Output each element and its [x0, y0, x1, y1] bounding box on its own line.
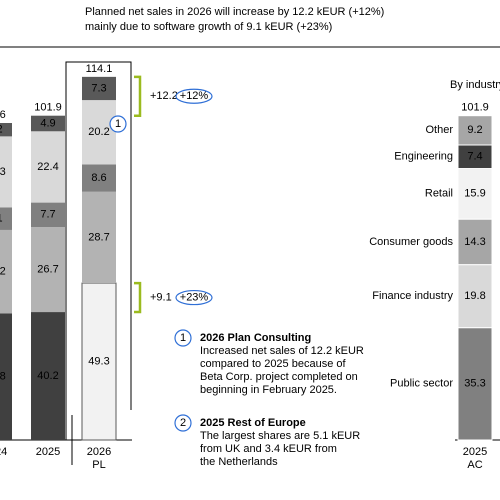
note-line: The largest shares are 5.1 kEUR — [200, 430, 360, 442]
bar-segment — [457, 264, 493, 329]
segment-name: Consumer goods — [369, 236, 453, 248]
bar-segment — [457, 327, 493, 441]
bar-segment — [81, 282, 117, 441]
value-label: 14.3 — [464, 236, 485, 248]
note-circle — [174, 414, 192, 432]
note-number: 2 — [180, 417, 186, 429]
bar-segment — [0, 229, 12, 314]
value-label: 7.4 — [467, 151, 482, 163]
value-label: 26.7 — [37, 263, 58, 275]
value-label: 39.8 — [0, 371, 6, 383]
note-line: from UK and 3.4 kEUR from — [200, 443, 337, 455]
value-label: 15.9 — [464, 188, 485, 200]
delta-label: +9.1 — [150, 291, 172, 303]
value-label: 49.3 — [88, 355, 109, 367]
value-label: 8.6 — [91, 172, 106, 184]
segment-name: Other — [425, 124, 453, 136]
note-number: 1 — [180, 332, 186, 344]
value-label: 22.4 — [37, 161, 58, 173]
bar-segment — [31, 312, 65, 440]
value-label: 4.9 — [40, 117, 55, 129]
x-tick-label: 2024 — [0, 446, 7, 458]
value-label: 4.2 — [0, 124, 3, 136]
value-label: 22.3 — [0, 166, 6, 178]
x-tick-label: 2026 — [87, 446, 111, 458]
marker-circle — [109, 115, 127, 133]
bar-segment — [31, 115, 65, 132]
note-line: the Netherlands — [200, 456, 278, 468]
segment-name: Retail — [425, 188, 453, 200]
x-tick-label: 2025 — [36, 446, 60, 458]
total-label: 101.9 — [34, 102, 62, 114]
value-label: 26.2 — [0, 266, 6, 278]
delta-bracket — [134, 75, 142, 117]
bar-segment — [0, 123, 12, 137]
delta-percent-badge — [175, 289, 213, 306]
plan-frame — [65, 61, 132, 440]
delta-percent: +23% — [180, 291, 209, 303]
segment-name: Public sector — [390, 378, 453, 390]
x-tick-sublabel: PL — [92, 459, 105, 471]
chart-title: By industry — [450, 79, 500, 91]
note-line: Beta Corp. project completed on — [200, 371, 358, 383]
note-title: 2026 Plan Consulting — [200, 332, 311, 344]
bar-segment — [82, 191, 116, 284]
bar-segment — [31, 202, 65, 228]
bar-segment — [82, 164, 116, 192]
bar-segment — [0, 313, 12, 440]
note-line: compared to 2025 because of — [200, 358, 346, 370]
bar-segment — [82, 76, 116, 101]
delta-percent-badge — [175, 88, 213, 104]
value-label: 35.3 — [464, 378, 485, 390]
value-label: 19.8 — [464, 290, 485, 302]
note-circle — [174, 329, 192, 347]
header-line: mainly due to software growth of 9.1 kEU… — [85, 21, 332, 33]
value-label: 9.2 — [467, 124, 482, 136]
value-label: 40.2 — [37, 370, 58, 382]
total-label: 99.6 — [0, 109, 6, 121]
value-label: 28.7 — [88, 231, 109, 243]
total-label: 101.9 — [461, 102, 489, 114]
bar-segment — [457, 115, 493, 146]
delta-label: +12.2 — [150, 90, 178, 102]
bar-segment — [0, 136, 12, 208]
header-line: Planned net sales in 2026 will increase … — [85, 6, 384, 18]
note-title: 2025 Rest of Europe — [200, 417, 306, 429]
note-line: beginning in February 2025. — [200, 384, 337, 396]
value-label: 7.3 — [91, 82, 106, 94]
bar-segment — [457, 168, 493, 220]
marker-label: 1 — [115, 118, 121, 130]
value-label: 7.1 — [0, 213, 3, 225]
value-label: 20.2 — [88, 126, 109, 138]
x-tick-sublabel: AC — [467, 459, 482, 471]
bar-segment — [31, 227, 65, 313]
note-line: Increased net sales of 12.2 kEUR — [200, 345, 364, 357]
value-label: 7.7 — [40, 209, 55, 221]
segment-name: Engineering — [394, 151, 453, 163]
delta-bracket — [134, 281, 142, 314]
bar-segment — [0, 207, 12, 230]
bar-segment — [31, 131, 65, 203]
bar-segment — [82, 100, 116, 165]
segment-name: Finance industry — [372, 290, 453, 302]
delta-percent: +12% — [180, 90, 209, 102]
x-tick-label: 2025 — [463, 446, 487, 458]
total-label: 114.1 — [86, 63, 113, 75]
